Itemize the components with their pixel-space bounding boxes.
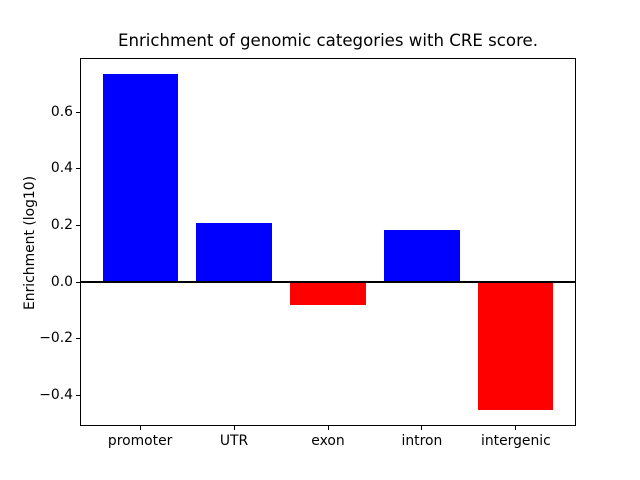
x-tick-label-exon: exon xyxy=(311,433,345,449)
x-tick-label-UTR: UTR xyxy=(219,433,249,449)
y-tick--0.2 xyxy=(76,338,80,340)
x-tick-label-promoter: promoter xyxy=(107,433,173,449)
y-tick-label-0.6: 0.6 xyxy=(50,103,73,120)
y-tick-label--0.2: −0.2 xyxy=(39,330,73,347)
x-tick-label-intergenic: intergenic xyxy=(480,433,551,449)
y-tick--0.4 xyxy=(76,394,80,396)
y-tick-label-0: 0.0 xyxy=(50,273,73,290)
y-tick-0.6 xyxy=(76,111,80,113)
y-tick-0 xyxy=(76,281,80,283)
x-tick-UTR xyxy=(233,426,235,430)
chart-title: Enrichment of genomic categories with CR… xyxy=(117,31,539,50)
y-tick-label-0.2: 0.2 xyxy=(50,216,73,233)
bar-intron xyxy=(384,229,460,283)
y-tick-label-0.4: 0.4 xyxy=(50,160,73,177)
x-tick-exon xyxy=(327,426,329,430)
x-tick-label-intron: intron xyxy=(401,433,443,449)
x-tick-intron xyxy=(421,426,423,430)
bar-promoter xyxy=(102,73,178,283)
x-tick-intergenic xyxy=(515,426,517,430)
zero-baseline xyxy=(80,281,576,284)
bar-UTR xyxy=(196,222,272,283)
bar-exon xyxy=(290,282,366,305)
y-tick-0.4 xyxy=(76,168,80,170)
bar-intergenic xyxy=(478,282,554,410)
y-tick-label--0.4: −0.4 xyxy=(39,386,73,403)
y-tick-0.2 xyxy=(76,224,80,226)
x-tick-promoter xyxy=(139,426,141,430)
